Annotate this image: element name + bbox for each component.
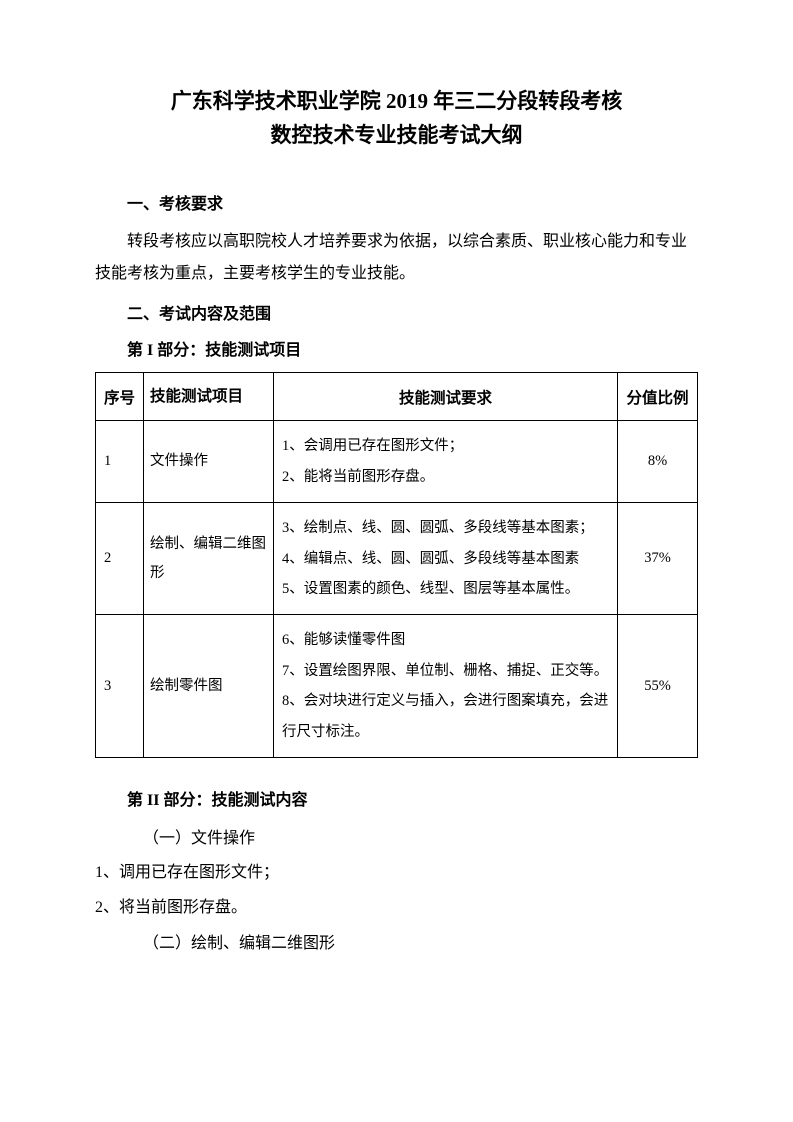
header-score: 分值比例 (618, 373, 698, 421)
table-header-row: 序号 技能测试项目 技能测试要求 分值比例 (96, 373, 698, 421)
cell-score: 55% (618, 615, 698, 758)
list-item: 1、调用已存在图形文件； (95, 856, 698, 890)
skills-table: 序号 技能测试项目 技能测试要求 分值比例 1 文件操作 1、会调用已存在图形文… (95, 372, 698, 758)
subsection-2-title: （二）绘制、编辑二维图形 (95, 927, 698, 961)
table-row: 2 绘制、编辑二维图形 3、绘制点、线、圆、圆弧、多段线等基本图素；4、编辑点、… (96, 503, 698, 615)
list-item: 2、将当前图形存盘。 (95, 891, 698, 925)
header-seq: 序号 (96, 373, 144, 421)
title-line-2: 数控技术专业技能考试大纲 (95, 119, 698, 153)
part-1-heading: 第 I 部分：技能测试项目 (95, 336, 698, 360)
title-line-1: 广东科学技术职业学院 2019 年三二分段转段考核 (95, 85, 698, 119)
cell-seq: 3 (96, 615, 144, 758)
cell-seq: 1 (96, 421, 144, 503)
table-row: 3 绘制零件图 6、能够读懂零件图7、设置绘图界限、单位制、栅格、捕捉、正交等。… (96, 615, 698, 758)
table-row: 1 文件操作 1、会调用已存在图形文件；2、能将当前图形存盘。 8% (96, 421, 698, 503)
section-2-heading: 二、考试内容及范围 (95, 300, 698, 324)
cell-score: 8% (618, 421, 698, 503)
cell-seq: 2 (96, 503, 144, 615)
header-item: 技能测试项目 (144, 373, 274, 421)
part-2-heading: 第 II 部分：技能测试内容 (95, 786, 698, 810)
cell-item: 文件操作 (144, 421, 274, 503)
document-title: 广东科学技术职业学院 2019 年三二分段转段考核 数控技术专业技能考试大纲 (95, 85, 698, 152)
cell-req: 1、会调用已存在图形文件；2、能将当前图形存盘。 (274, 421, 618, 503)
section-1-paragraph: 转段考核应以高职院校人才培养要求为依据，以综合素质、职业核心能力和专业技能考核为… (95, 226, 698, 290)
cell-item: 绘制、编辑二维图形 (144, 503, 274, 615)
cell-score: 37% (618, 503, 698, 615)
cell-req: 6、能够读懂零件图7、设置绘图界限、单位制、栅格、捕捉、正交等。8、会对块进行定… (274, 615, 618, 758)
subsection-1-title: （一）文件操作 (95, 822, 698, 856)
header-req: 技能测试要求 (274, 373, 618, 421)
cell-req: 3、绘制点、线、圆、圆弧、多段线等基本图素；4、编辑点、线、圆、圆弧、多段线等基… (274, 503, 618, 615)
cell-item: 绘制零件图 (144, 615, 274, 758)
section-1-heading: 一、考核要求 (95, 190, 698, 214)
